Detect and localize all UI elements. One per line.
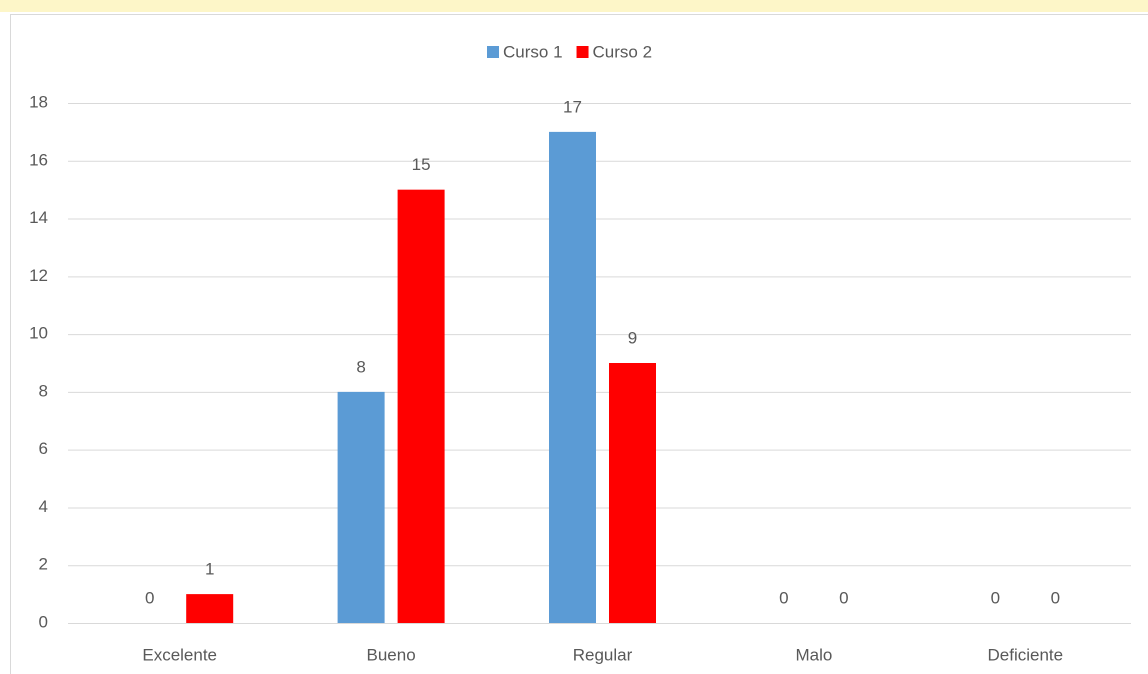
legend-swatch [487,46,499,58]
data-label: 1 [205,560,214,579]
data-label: 9 [628,328,637,347]
legend-label: Curso 2 [593,42,653,61]
bar [337,391,385,623]
x-tick-label: Malo [795,645,832,664]
x-tick-label: Bueno [367,645,416,664]
y-tick-label: 8 [39,381,48,400]
data-label: 15 [412,155,431,174]
bar [186,594,234,623]
x-tick-label: Deficiente [987,645,1063,664]
data-label: 0 [991,588,1000,607]
y-tick-label: 4 [39,497,48,516]
y-tick-label: 10 [29,324,48,343]
y-tick-label: 14 [29,208,48,227]
x-tick-label: Excelente [142,645,217,664]
bar [549,131,596,623]
x-tick-label: Regular [573,645,633,664]
bar [609,363,656,623]
data-label: 17 [563,97,582,116]
data-label: 0 [1051,588,1060,607]
bar [397,189,445,623]
y-tick-label: 16 [29,150,48,169]
data-label: 8 [356,357,365,376]
data-label: 0 [145,588,154,607]
legend-swatch [576,46,589,58]
legend-label: Curso 1 [503,42,563,61]
top-strip [0,0,1148,12]
y-tick-label: 18 [29,92,48,111]
y-tick-label: 2 [39,555,48,574]
y-tick-label: 6 [39,439,48,458]
data-label: 0 [839,588,848,607]
y-tick-label: 0 [39,612,48,631]
y-tick-label: 12 [29,266,48,285]
data-label: 0 [779,588,788,607]
